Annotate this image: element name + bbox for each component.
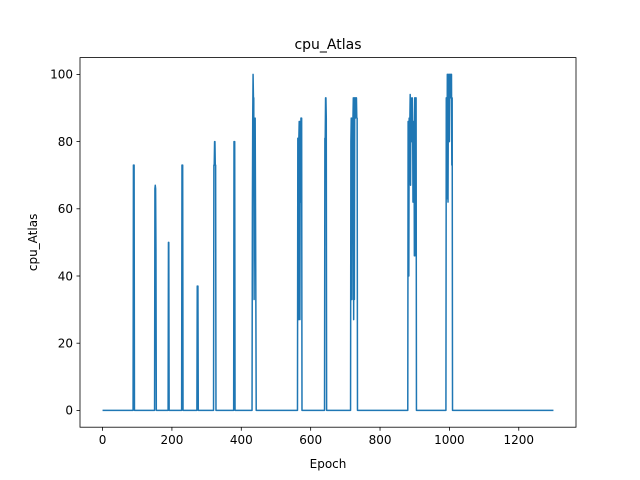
- y-tick-label: 40: [58, 269, 73, 283]
- x-tick-label: 800: [369, 433, 392, 447]
- x-tick-label: 600: [299, 433, 322, 447]
- x-tick-label: 400: [230, 433, 253, 447]
- x-axis-label: Epoch: [310, 457, 347, 471]
- y-tick-label: 60: [58, 202, 73, 216]
- x-axis: 0 200 400 600 800 1000 1200: [99, 427, 534, 447]
- y-tick-label: 80: [58, 135, 73, 149]
- y-axis-label: cpu_Atlas: [26, 214, 40, 271]
- chart-title: cpu_Atlas: [294, 37, 361, 53]
- y-axis: 0 20 40 60 80 100: [50, 68, 80, 418]
- x-tick-label: 0: [99, 433, 107, 447]
- plot-area: [102, 73, 554, 412]
- y-tick-label: 20: [58, 337, 73, 351]
- x-tick-label: 1200: [503, 433, 534, 447]
- series-line: [102, 73, 554, 412]
- axes-frame: [79, 57, 577, 428]
- x-tick-label: 200: [160, 433, 183, 447]
- y-tick-label: 100: [50, 68, 73, 82]
- x-tick-label: 1000: [434, 433, 465, 447]
- y-tick-label: 0: [65, 404, 73, 418]
